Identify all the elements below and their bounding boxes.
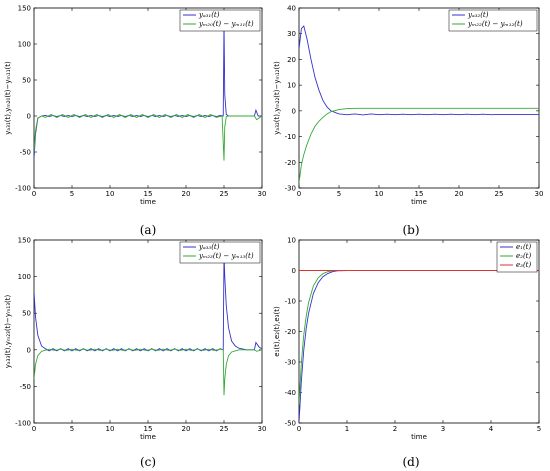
- x-axis-label: time: [140, 433, 156, 441]
- x-tick-label: 10: [106, 190, 115, 198]
- legend-entry-2: yₘ₂₂(t) − yₘ₁₂(t): [467, 20, 523, 28]
- legend-entry-2: yₘ₂₃(t) − yₘ₁₃(t): [198, 252, 254, 260]
- y-tick-label: 0: [292, 107, 296, 115]
- x-tick-label: 4: [489, 425, 494, 433]
- x-tick-label: 5: [337, 190, 341, 198]
- y-tick-label: 0: [27, 113, 31, 121]
- legend-entry-1: yₐ₃₂(t): [467, 11, 489, 19]
- series-line-2: [34, 114, 262, 161]
- chart-panel-1: 0 5 10 15 20 25 30 -100 -50 0 50 100 150 time yₐ₃₁(t),…: [4, 5, 266, 207]
- x-tick-label: 15: [144, 190, 153, 198]
- plot-frame: [298, 7, 540, 189]
- series-line-1: [34, 22, 262, 160]
- caption-a: (a): [140, 223, 157, 237]
- y-tick-label: 40: [287, 5, 296, 13]
- x-tick-label: 10: [106, 425, 115, 433]
- x-tick-label: 5: [70, 190, 74, 198]
- y-axis-label: e₁(t),e₂(t),e₃(t): [273, 306, 281, 357]
- panels: 0 5 10 15 20 25 30-100-50050100150timeyₐ₃₁(t),…: [4, 5, 543, 442]
- y-tick-label: 0: [292, 267, 296, 275]
- legend-entry-3: e₃(t): [516, 261, 531, 269]
- plot-frame: [33, 7, 263, 189]
- y-axis-label: yₐ₃₁(t),yₘ₂₀(t)−yₘ₁₁(t): [4, 61, 12, 135]
- x-tick-label: 30: [258, 425, 267, 433]
- legend-entry-1: e₁(t): [516, 243, 531, 251]
- y-tick-label: 150: [18, 237, 31, 245]
- chart-panel-3: 0 5 10 15 20 25 30 -100 -50 0 50 100 150 time yₐ₃₃(t),…: [4, 237, 266, 442]
- caption-c: (c): [140, 455, 156, 469]
- y-tick-label: -100: [15, 420, 31, 428]
- y-tick-label: 150: [18, 5, 31, 13]
- y-axis-label: yₐ₃₂(t),yₘ₂₂(t)−yₘ₁₂(t): [273, 61, 281, 135]
- legend-box: [448, 9, 538, 32]
- x-tick-label: 25: [495, 190, 504, 198]
- x-tick-label: 1: [345, 425, 349, 433]
- y-tick-label: -20: [285, 328, 296, 336]
- caption-b: (b): [402, 223, 419, 237]
- x-tick-label: 3: [441, 425, 445, 433]
- y-tick-label: 0: [27, 346, 31, 354]
- x-tick-label: 15: [415, 190, 424, 198]
- x-tick-label: 15: [144, 425, 153, 433]
- x-tick-label: 20: [455, 190, 464, 198]
- y-tick-label: 10: [287, 82, 296, 90]
- x-tick-label: 20: [182, 190, 191, 198]
- y-axis-label: yₐ₃₃(t),yₘ₂₃(t)−yₘ₁₃(t): [4, 295, 12, 369]
- y-tick-label: -30: [285, 185, 296, 193]
- x-tick-label: 0: [297, 425, 301, 433]
- legend-box: [179, 9, 261, 32]
- y-tick-label: 50: [22, 77, 31, 85]
- y-tick-label: 10: [287, 237, 296, 245]
- series-line-1: [299, 25, 539, 116]
- x-tick-label: 25: [220, 190, 229, 198]
- chart-panel-2: 0 5 10 15 20 25 30 -30 -20 -10 0 10 20 30 40 time yₐ₃₂(t…: [273, 5, 543, 207]
- y-tick-label: 30: [287, 30, 296, 38]
- y-tick-label: -100: [15, 185, 31, 193]
- y-tick-label: -50: [20, 149, 31, 157]
- x-tick-label: 10: [375, 190, 384, 198]
- x-axis-label: time: [140, 198, 156, 206]
- x-tick-label: 0: [32, 190, 36, 198]
- x-tick-label: 5: [70, 425, 74, 433]
- legend-box: [179, 241, 261, 264]
- legend-entry-2: e₂(t): [516, 252, 531, 260]
- caption-d: (d): [402, 455, 419, 469]
- y-tick-label: 100: [18, 273, 31, 281]
- y-tick-label: -10: [285, 298, 296, 306]
- chart-panel-4: 0 1 2 3 4 5 -50 -40 -30 -20 -10 0 10 time e₁(t),e₂(t),…: [273, 237, 541, 442]
- x-tick-label: 2: [393, 425, 397, 433]
- y-tick-label: -20: [285, 159, 296, 167]
- x-tick-label: 25: [220, 425, 229, 433]
- series-line-2: [34, 348, 262, 396]
- y-tick-label: 100: [18, 41, 31, 49]
- x-tick-label: 30: [535, 190, 544, 198]
- x-tick-label: 0: [32, 425, 36, 433]
- x-axis-label: time: [411, 198, 427, 206]
- x-tick-label: 30: [258, 190, 267, 198]
- y-tick-label: 50: [22, 310, 31, 318]
- y-tick-label: -50: [20, 383, 31, 391]
- y-tick-label: -50: [285, 420, 296, 428]
- y-tick-label: -10: [285, 133, 296, 141]
- legend-entry-1: yₐ₃₃(t): [198, 243, 220, 251]
- y-tick-label: 20: [287, 56, 296, 64]
- legend-entry-1: yₐ₃₁(t): [198, 11, 220, 19]
- x-tick-label: 0: [297, 190, 301, 198]
- x-tick-label: 5: [537, 425, 541, 433]
- y-tick-label: -40: [285, 389, 296, 397]
- plot-frame: [33, 239, 263, 424]
- y-tick-label: -30: [285, 359, 296, 367]
- x-axis-label: time: [411, 433, 427, 441]
- series-line-2: [299, 107, 539, 183]
- legend-entry-2: yₘ₂₀(t) − yₘ₁₁(t): [198, 20, 254, 28]
- x-tick-label: 20: [182, 425, 191, 433]
